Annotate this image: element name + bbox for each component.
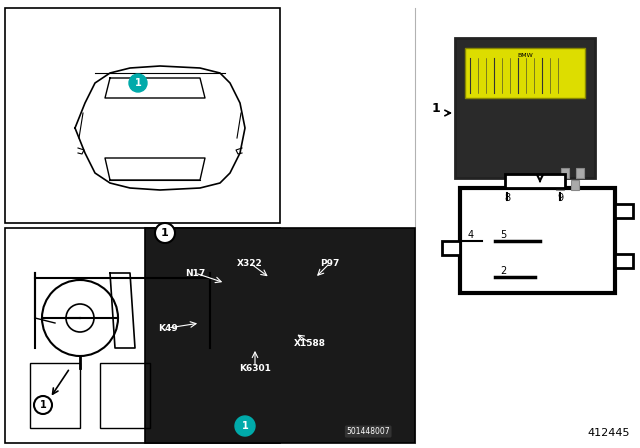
- Bar: [100, 363, 150, 428]
- Text: N17: N17: [185, 268, 205, 277]
- Circle shape: [155, 223, 175, 243]
- Bar: [30, 363, 80, 428]
- Text: K6301: K6301: [239, 363, 271, 372]
- Text: X1588: X1588: [294, 339, 326, 348]
- Bar: [615, 254, 633, 268]
- Text: 1: 1: [161, 228, 169, 238]
- Bar: [505, 174, 565, 188]
- Text: 9: 9: [557, 193, 563, 203]
- Text: X322: X322: [237, 258, 263, 267]
- Bar: [442, 241, 460, 255]
- Text: 1: 1: [242, 421, 248, 431]
- Bar: [5, 8, 280, 223]
- Text: 1: 1: [40, 400, 46, 410]
- Bar: [561, 168, 569, 178]
- Bar: [556, 180, 564, 190]
- Text: P97: P97: [320, 258, 340, 267]
- Circle shape: [235, 416, 255, 436]
- Bar: [571, 180, 579, 190]
- Text: K49: K49: [158, 323, 178, 332]
- Text: 2: 2: [500, 266, 506, 276]
- Text: 501448007: 501448007: [346, 427, 390, 436]
- Bar: [465, 48, 585, 98]
- Bar: [145, 228, 415, 443]
- Text: 1: 1: [431, 102, 440, 115]
- Circle shape: [129, 74, 147, 92]
- Bar: [576, 168, 584, 178]
- Bar: [455, 38, 595, 178]
- Bar: [460, 188, 615, 293]
- Text: 5: 5: [500, 230, 506, 240]
- Text: 8: 8: [504, 193, 510, 203]
- Text: BMW: BMW: [517, 53, 533, 58]
- Bar: [615, 204, 633, 218]
- Text: 412445: 412445: [588, 428, 630, 438]
- Text: 1: 1: [134, 78, 141, 88]
- Text: 4: 4: [468, 230, 474, 240]
- Bar: [5, 228, 280, 443]
